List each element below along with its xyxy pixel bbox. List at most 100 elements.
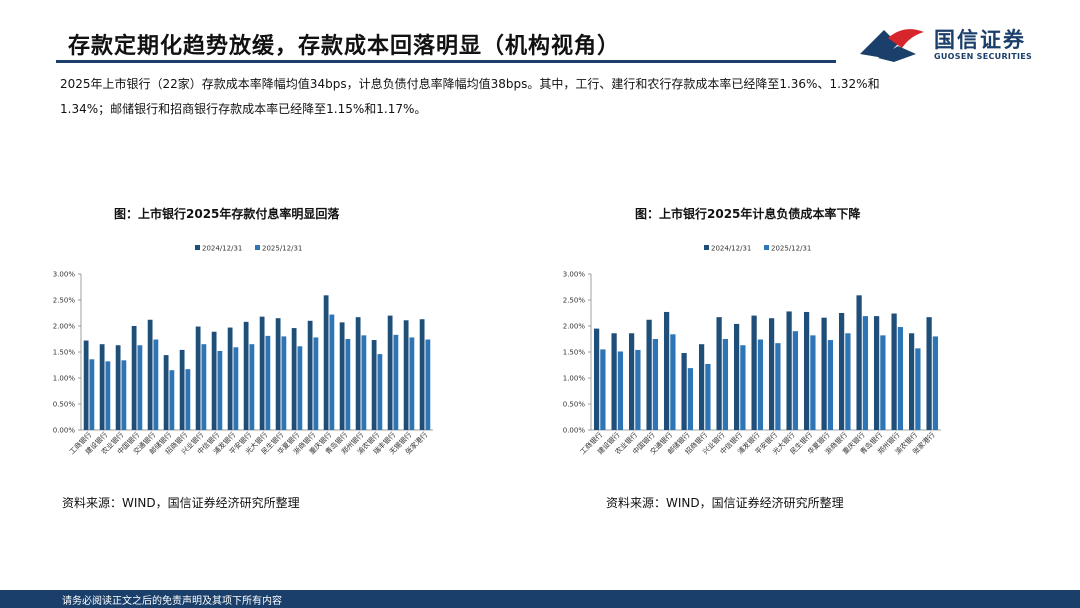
chart1-ytick-label-1: 0.50% (53, 401, 76, 409)
chart1-ytick-label-2: 1.00% (53, 375, 76, 383)
chart1-title: 图：上市银行2025年存款付息率明显回落 (114, 207, 340, 221)
chart1-bar-0-4 (147, 319, 153, 430)
chart1-bar-0-1 (99, 344, 105, 430)
chart1-bar-1-10 (249, 344, 255, 430)
chart2-ytick-label-3: 1.50% (563, 349, 586, 357)
summary-line-1: 2025年上市银行（22家）存款成本率降幅均值34bps，计息负债付息率降幅均值… (60, 77, 880, 91)
chart2-bar-1-11 (792, 331, 799, 430)
chart2-bar-1-16 (880, 335, 886, 430)
chart1-bar-0-18 (371, 340, 377, 430)
chart2-bar-0-7 (716, 317, 722, 430)
title-underline (56, 60, 836, 63)
chart1-bar-0-17 (355, 317, 361, 430)
chart2-bar-0-10 (768, 318, 775, 430)
chart2-bar-1-3 (652, 339, 659, 430)
chart1-bar-1-20 (409, 337, 415, 430)
chart2-bar-1-1 (617, 351, 624, 430)
chart2-bar-1-12 (810, 335, 816, 430)
chart1-bar-1-9 (233, 347, 239, 430)
chart2-ytick-label-0: 0.00% (563, 427, 586, 435)
chart2-bar-0-1 (611, 333, 617, 430)
chart2-legend-label-0: 2024/12/31 (711, 245, 751, 253)
chart2-legend-label-1: 2025/12/31 (771, 245, 811, 253)
chart2-bar-1-19 (932, 336, 939, 430)
chart1-bar-0-19 (387, 315, 393, 430)
deposit-cost-chart: 2024/12/31 2025/12/31 0.00% 0.50% 1.00% 1.50%… (53, 245, 433, 456)
chart1-bar-1-4 (153, 339, 159, 430)
chart2-bar-1-5 (687, 368, 694, 430)
chart2-bar-0-3 (646, 319, 652, 430)
chart1-legend-label-0: 2024/12/31 (202, 245, 242, 253)
chart1-bar-1-21 (425, 339, 431, 430)
chart2-bar-1-10 (775, 343, 781, 430)
chart1-bar-0-12 (275, 318, 281, 430)
chart2-bar-1-7 (722, 339, 729, 430)
chart2-bar-0-11 (786, 311, 792, 430)
logo-english: GUOSEN SECURITIES (934, 52, 1033, 61)
chart1-source: 资料来源：WIND，国信证券经济研究所整理 (62, 496, 300, 510)
chart1-bar-0-3 (131, 326, 137, 430)
chart2-bar-1-17 (897, 327, 904, 430)
chart1-bar-0-20 (403, 320, 409, 430)
chart1-bar-0-9 (227, 327, 233, 430)
chart1-bar-0-6 (179, 349, 185, 430)
chart2-legend-swatch-1 (764, 245, 769, 250)
chart1-bar-1-19 (393, 334, 399, 430)
chart1-bar-1-13 (297, 346, 303, 430)
liability-cost-chart: 2024/12/31 2025/12/31 0.00% 0.50% 1.00% 1.50%… (563, 245, 941, 456)
chart2-bar-1-13 (827, 340, 834, 430)
chart2-bar-0-2 (628, 333, 635, 430)
chart1-bar-1-7 (201, 344, 207, 430)
chart1-bar-1-6 (185, 369, 191, 430)
chart1-bar-1-11 (265, 335, 271, 430)
chart2-bar-1-18 (915, 348, 921, 430)
chart2-ytick-label-5: 2.50% (563, 297, 586, 305)
chart1-bar-0-13 (291, 328, 297, 430)
chart2-bar-1-9 (757, 339, 764, 430)
chart1-ytick-label-3: 1.50% (53, 349, 76, 357)
chart2-bar-0-16 (873, 316, 880, 430)
chart2-legend-swatch-0 (704, 245, 709, 250)
page-title: 存款定期化趋势放缓，存款成本回落明显（机构视角） (68, 34, 621, 59)
footer-bar: 请务必阅读正文之后的免责声明及其项下所有内容 (0, 590, 1080, 608)
chart2-bar-1-0 (600, 349, 606, 430)
chart1-bar-0-16 (339, 322, 345, 430)
chart1-ytick-label-0: 0.00% (53, 427, 76, 435)
chart1-bar-1-2 (121, 360, 127, 430)
chart2-bar-0-5 (681, 353, 687, 430)
chart2-bar-0-19 (926, 317, 932, 430)
chart2-bar-0-0 (593, 328, 600, 430)
chart1-bar-1-16 (345, 339, 351, 430)
guosen-logo-icon (860, 29, 924, 62)
chart2-bar-0-15 (856, 295, 862, 430)
chart2-ytick-label-1: 0.50% (563, 401, 586, 409)
chart2-bar-1-6 (705, 363, 711, 430)
chart1-legend-swatch-0 (195, 245, 200, 250)
chart1-bar-0-0 (83, 340, 89, 430)
chart2-bar-1-2 (635, 349, 641, 430)
chart1-bar-1-12 (281, 336, 287, 430)
chart2-bar-0-9 (751, 315, 757, 430)
chart1-legend-swatch-1 (255, 245, 260, 250)
chart1-bar-1-8 (217, 350, 223, 430)
footer-disclaimer: 请务必阅读正文之后的免责声明及其项下所有内容 (62, 596, 282, 607)
logo-name: 国信证券 (934, 28, 1026, 52)
chart2-ytick-label-6: 3.00% (563, 271, 586, 279)
chart1-bar-1-17 (361, 335, 367, 430)
chart1-bar-0-7 (195, 326, 201, 430)
chart1-bar-0-14 (307, 320, 313, 430)
chart2-bar-1-8 (740, 345, 746, 430)
chart1-bar-0-10 (243, 321, 249, 430)
chart2-bar-0-4 (663, 311, 670, 430)
chart1-ytick-label-4: 2.00% (53, 323, 76, 331)
chart2-bar-0-17 (891, 313, 897, 430)
chart2-bar-1-14 (845, 333, 851, 430)
chart2-bar-0-6 (698, 344, 705, 430)
chart1-bar-0-5 (163, 355, 169, 430)
chart2-bar-1-15 (862, 316, 869, 430)
summary-text: 2025年上市银行（22家）存款成本率降幅均值34bps，计息负债付息率降幅均值… (60, 72, 1020, 122)
chart1-bar-1-5 (169, 370, 175, 430)
chart1-bar-0-2 (115, 345, 121, 430)
chart1-bar-0-21 (419, 319, 425, 430)
chart2-bar-0-14 (838, 313, 845, 430)
